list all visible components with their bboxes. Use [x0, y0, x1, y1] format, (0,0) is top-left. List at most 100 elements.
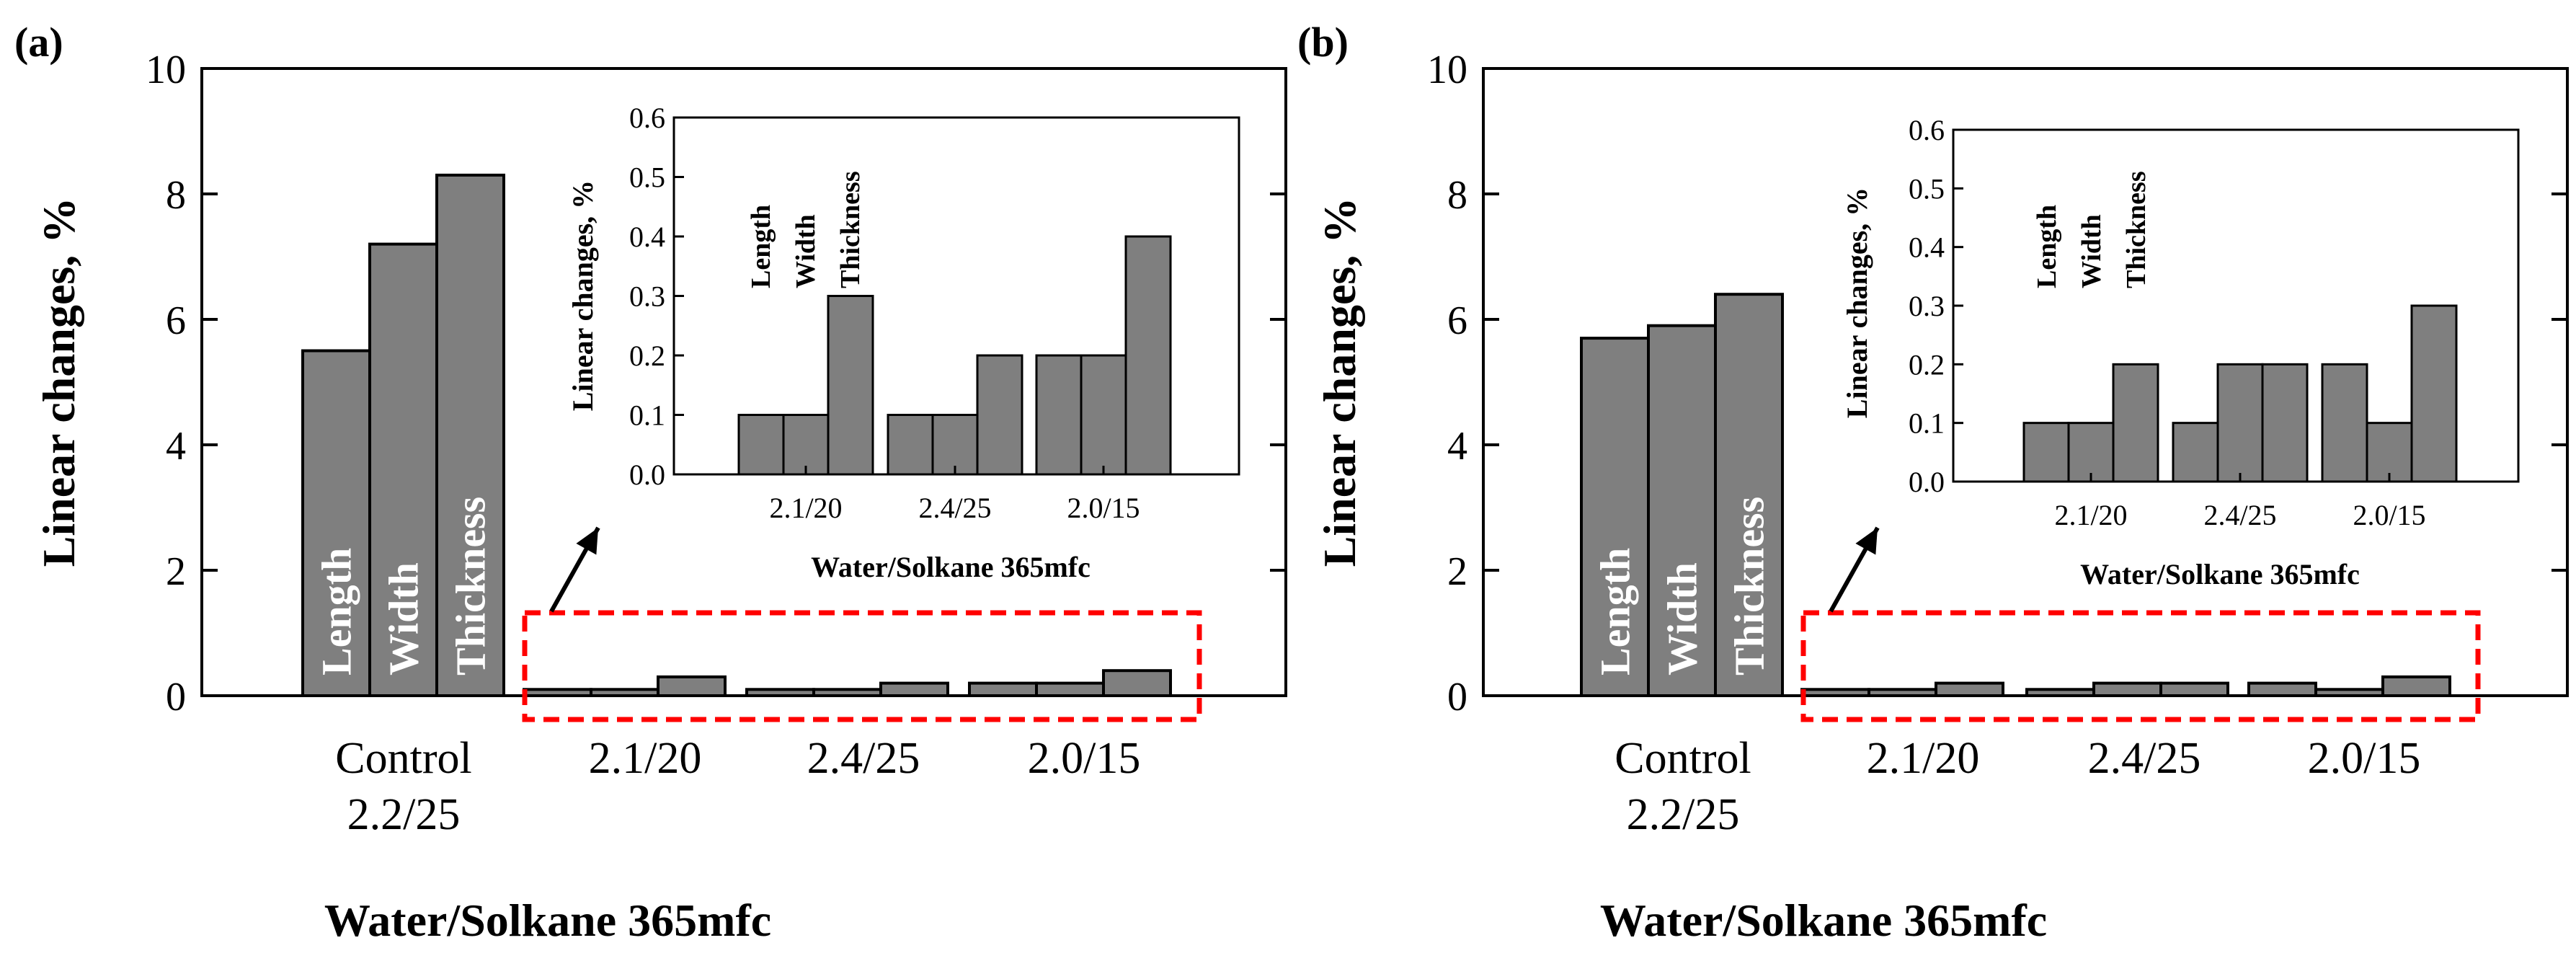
category-label: 2.2/25 [347, 790, 461, 839]
bar [2159, 681, 2229, 697]
bar [657, 675, 727, 698]
inset-series-label: Thickness [835, 171, 866, 288]
bar [745, 688, 815, 697]
inset-bar [737, 414, 785, 476]
y-tick-label: 10 [146, 48, 186, 92]
inset-bar [2410, 304, 2458, 483]
category-label: 2.0/15 [1028, 734, 1141, 783]
y-tick-label: 8 [166, 173, 186, 218]
bar-label: Thickness [1726, 497, 1773, 676]
y-tick-label: 4 [1447, 424, 1467, 469]
inset-series-label: Thickness [2121, 171, 2151, 288]
inset-bar [2067, 422, 2115, 483]
inset-category-label: 2.4/25 [2203, 499, 2276, 531]
highlight-box [522, 610, 1202, 722]
bar [1035, 681, 1105, 697]
category-label: Control [335, 734, 471, 783]
inset-series-label: Length [2032, 205, 2062, 288]
inset-bar [782, 414, 830, 476]
x-axis-title: Water/Solkane 365mfc [1600, 895, 2047, 946]
inset-y-tick-label: 0.3 [1909, 290, 1945, 322]
arrow-head [576, 528, 598, 555]
category-label: 2.1/20 [1867, 734, 1980, 783]
bar [590, 688, 659, 697]
inset-bar [976, 354, 1023, 476]
y-tick-label: 6 [166, 298, 186, 343]
category-label: 2.4/25 [2088, 734, 2201, 783]
inset-series-label: Width [2077, 214, 2107, 288]
bar [1867, 688, 1937, 697]
inset-y-tick-label: 0.6 [1909, 114, 1945, 146]
bar [368, 242, 438, 698]
inset-bar [2022, 422, 2070, 483]
inset-x-axis-title: Water/Solkane 365mfc [2080, 558, 2360, 590]
y-tick-label: 4 [166, 424, 186, 469]
inset-category-label: 2.1/20 [2054, 499, 2127, 531]
inset-bar [1035, 354, 1083, 476]
inset-y-tick-label: 0.4 [1909, 231, 1945, 264]
inset-series-label: Length [746, 205, 776, 288]
inset-y-tick-label: 0.6 [629, 102, 665, 134]
inset-y-axis-title: Linear changes, % [567, 180, 599, 411]
bar [2247, 681, 2317, 697]
y-tick-label: 2 [166, 549, 186, 594]
y-tick-label: 2 [1447, 549, 1467, 594]
bar [2381, 675, 2451, 698]
bar-label: Width [1659, 562, 1706, 676]
plot-frame [200, 67, 1287, 697]
y-tick-label: 8 [1447, 173, 1467, 218]
inset-y-tick-label: 0.0 [1909, 466, 1945, 498]
bar [1714, 293, 1784, 697]
inset-y-tick-label: 0.5 [629, 161, 665, 194]
bar-label: Width [381, 562, 427, 676]
inset-series-label: Width [791, 214, 821, 288]
bar-label: Thickness [448, 497, 494, 676]
category-label: 2.4/25 [807, 734, 920, 783]
panel-label: (a) [14, 19, 63, 66]
inset-bar [2172, 422, 2219, 483]
category-label: 2.1/20 [589, 734, 702, 783]
inset-category-label: 2.0/15 [1067, 492, 1140, 524]
y-axis-title: Linear changes, % [1314, 198, 1365, 567]
inset-bar [2112, 363, 2159, 483]
inset-category-label: 2.4/25 [918, 492, 991, 524]
inset-y-tick-label: 0.1 [1909, 407, 1945, 440]
inset-y-axis-title: Linear changes, % [1841, 187, 1873, 418]
inset-y-tick-label: 0.1 [629, 399, 665, 432]
y-axis-title: Linear changes, % [33, 198, 84, 567]
inset-bar [2261, 363, 2309, 483]
bar [812, 688, 882, 697]
bar [523, 688, 592, 697]
bar [1647, 324, 1717, 697]
x-axis-title: Water/Solkane 365mfc [324, 895, 771, 946]
inset-bar [931, 414, 979, 476]
inset-bar [1124, 235, 1172, 476]
highlight-box [1800, 610, 2481, 722]
inset-y-tick-label: 0.2 [1909, 348, 1945, 381]
category-label: 2.2/25 [1627, 790, 1740, 839]
bar [435, 173, 505, 697]
bar [968, 681, 1038, 697]
inset-x-axis-title: Water/Solkane 365mfc [811, 551, 1091, 583]
y-tick-label: 6 [1447, 298, 1467, 343]
panel-label: (b) [1297, 19, 1349, 66]
bar [2314, 688, 2384, 697]
y-tick-label: 10 [1427, 48, 1467, 92]
inset-bar [1080, 354, 1127, 476]
inset-bar [2321, 363, 2368, 483]
bar [1580, 337, 1650, 697]
bar [1102, 669, 1172, 698]
bar [879, 681, 949, 697]
inset-bar [2366, 422, 2413, 483]
bar [2092, 681, 2162, 697]
bar-label: Length [314, 548, 360, 676]
bar [301, 349, 371, 697]
inset-y-tick-label: 0.0 [629, 459, 665, 491]
y-tick-label: 0 [166, 675, 186, 719]
inset-bar [2216, 363, 2264, 483]
bar [1800, 688, 1870, 697]
category-label: Control [1615, 734, 1751, 783]
inset-y-tick-label: 0.5 [1909, 172, 1945, 205]
